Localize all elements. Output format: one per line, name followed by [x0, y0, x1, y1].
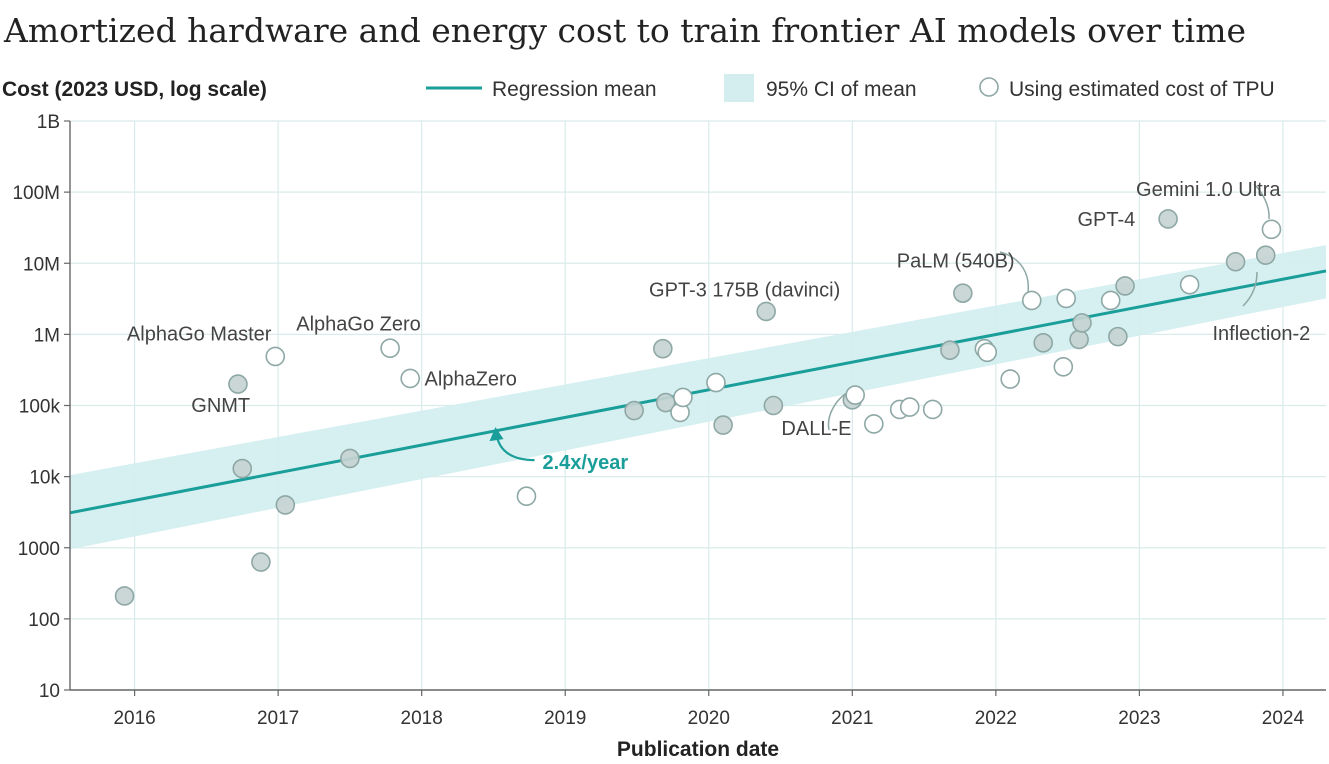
- data-point-7: [653, 338, 673, 359]
- data-point-0: [114, 586, 135, 606]
- x-tick-label-2018: 2018: [401, 708, 443, 729]
- data-point-tpu-14: [1000, 369, 1021, 389]
- x-tick-label-2019: 2019: [544, 708, 586, 729]
- legend-label-ci: 95% CI of mean: [766, 78, 917, 101]
- y-tick-label-10: 10: [39, 681, 60, 702]
- data-point-tpu-13: [977, 342, 998, 363]
- annotation-gemini-1-0-ultra: Gemini 1.0 Ultra: [1136, 179, 1281, 201]
- y-tick-label-100k: 100k: [19, 397, 61, 418]
- annotation-gpt-4: GPT-4: [1077, 209, 1135, 231]
- data-point-tpu-8: [864, 414, 884, 434]
- leader-dalle: [827, 393, 846, 431]
- data-point-2: [232, 458, 253, 479]
- data-point-18: [1108, 326, 1128, 347]
- data-point-tpu-16: [1053, 357, 1074, 377]
- data-point-tpu-5: [673, 387, 693, 408]
- growth-rate-label: 2.4x/year: [543, 452, 629, 474]
- y-tick-label-1B: 1B: [37, 112, 60, 133]
- y-tick-label-100M: 100M: [12, 183, 60, 204]
- data-point-17: [1072, 313, 1092, 333]
- data-point-15: [1033, 333, 1054, 353]
- data-point-4: [275, 495, 296, 515]
- legend: Regression mean 95% CI of mean Using est…: [426, 74, 1275, 102]
- x-ticks: 2016 2017 2018 2019 2020 2021 2022 2023 2024: [113, 690, 1304, 729]
- annotation-palm-540b: PaLM (540B): [897, 250, 1015, 272]
- x-tick-label-2023: 2023: [1118, 708, 1160, 729]
- data-point-tpu-0: [265, 346, 286, 367]
- x-tick-label-2016: 2016: [113, 708, 155, 729]
- regression-line-group: [69, 269, 1327, 515]
- data-point-9: [713, 415, 733, 435]
- leader-gemini: [1253, 183, 1270, 220]
- regression-line: [69, 269, 1327, 515]
- data-point-22: [1255, 245, 1276, 265]
- data-points: [114, 209, 1282, 606]
- annotation-inflection-2: Inflection-2: [1212, 323, 1310, 345]
- data-point-21: [1225, 251, 1246, 272]
- data-point-6: [624, 400, 644, 421]
- legend-hollow-marker-swatch: [979, 77, 999, 97]
- leader-palm: [999, 251, 1030, 293]
- annotations: AlphaGo Master GNMT AlphaGo Zero AlphaZero G…: [127, 179, 1310, 440]
- data-point-tpu-7: [845, 385, 865, 405]
- data-point-tpu-20: [1261, 219, 1282, 240]
- data-point-tpu-15: [1021, 290, 1042, 311]
- data-point-3: [251, 552, 271, 572]
- annotation-gpt-3-175b-davinci: GPT-3 175B (davinci): [649, 279, 840, 301]
- x-tick-label-2020: 2020: [688, 708, 730, 729]
- legend-label-tpu: Using estimated cost of TPU: [1009, 78, 1275, 101]
- growth-callout: 2.4x/year: [489, 427, 629, 474]
- data-point-10: [756, 301, 776, 322]
- data-point-tpu-6: [706, 372, 726, 393]
- y-axis-label: Cost (2023 USD, log scale): [2, 78, 267, 101]
- data-point-11: [763, 395, 784, 416]
- y-ticks: 10 100 1000 10k 100k 1M 10M 100M 1B: [12, 112, 70, 702]
- annotation-leaders: [827, 183, 1270, 431]
- chart-title: Amortized hardware and energy cost to tr…: [3, 11, 1246, 50]
- y-tick-label-10k: 10k: [29, 468, 60, 489]
- annotation-alphazero: AlphaZero: [425, 368, 517, 390]
- data-point-20: [1158, 209, 1178, 229]
- data-point-tpu-18: [1100, 290, 1121, 311]
- y-tick-label-100: 100: [28, 610, 60, 631]
- data-point-13: [940, 340, 960, 360]
- leader-inflection: [1242, 271, 1258, 307]
- annotation-alphago-zero: AlphaGo Zero: [296, 313, 421, 335]
- ci-band: [70, 245, 1326, 550]
- data-point-5: [340, 448, 360, 469]
- annotation-alphago-master: AlphaGo Master: [127, 323, 272, 345]
- data-point-tpu-19: [1179, 274, 1200, 295]
- annotation-gnmt: GNMT: [191, 395, 250, 417]
- data-point-1: [228, 374, 248, 394]
- x-axis-label: Publication date: [617, 738, 779, 761]
- data-point-tpu-17: [1056, 288, 1076, 309]
- x-tick-label-2017: 2017: [257, 708, 299, 729]
- data-point-14: [953, 283, 973, 303]
- confidence-band: [70, 245, 1326, 550]
- legend-band-swatch: [724, 74, 754, 102]
- data-point-tpu-11: [922, 399, 943, 420]
- data-point-19: [1115, 276, 1135, 296]
- x-tick-label-2022: 2022: [975, 708, 1017, 729]
- y-tick-label-1M: 1M: [34, 325, 60, 346]
- data-point-tpu-2: [400, 368, 420, 389]
- growth-arrow-head: [489, 427, 504, 442]
- x-tick-label-2021: 2021: [831, 708, 873, 729]
- data-point-16: [1069, 329, 1089, 350]
- x-tick-label-2024: 2024: [1262, 708, 1305, 729]
- legend-label-regression: Regression mean: [492, 78, 657, 101]
- y-tick-label-1000: 1000: [18, 539, 60, 560]
- y-tick-label-10M: 10M: [23, 254, 60, 275]
- data-point-tpu-1: [380, 338, 400, 358]
- data-point-tpu-3: [516, 486, 537, 507]
- data-point-tpu-10: [899, 397, 920, 417]
- annotation-dall-e: DALL-E: [781, 418, 851, 440]
